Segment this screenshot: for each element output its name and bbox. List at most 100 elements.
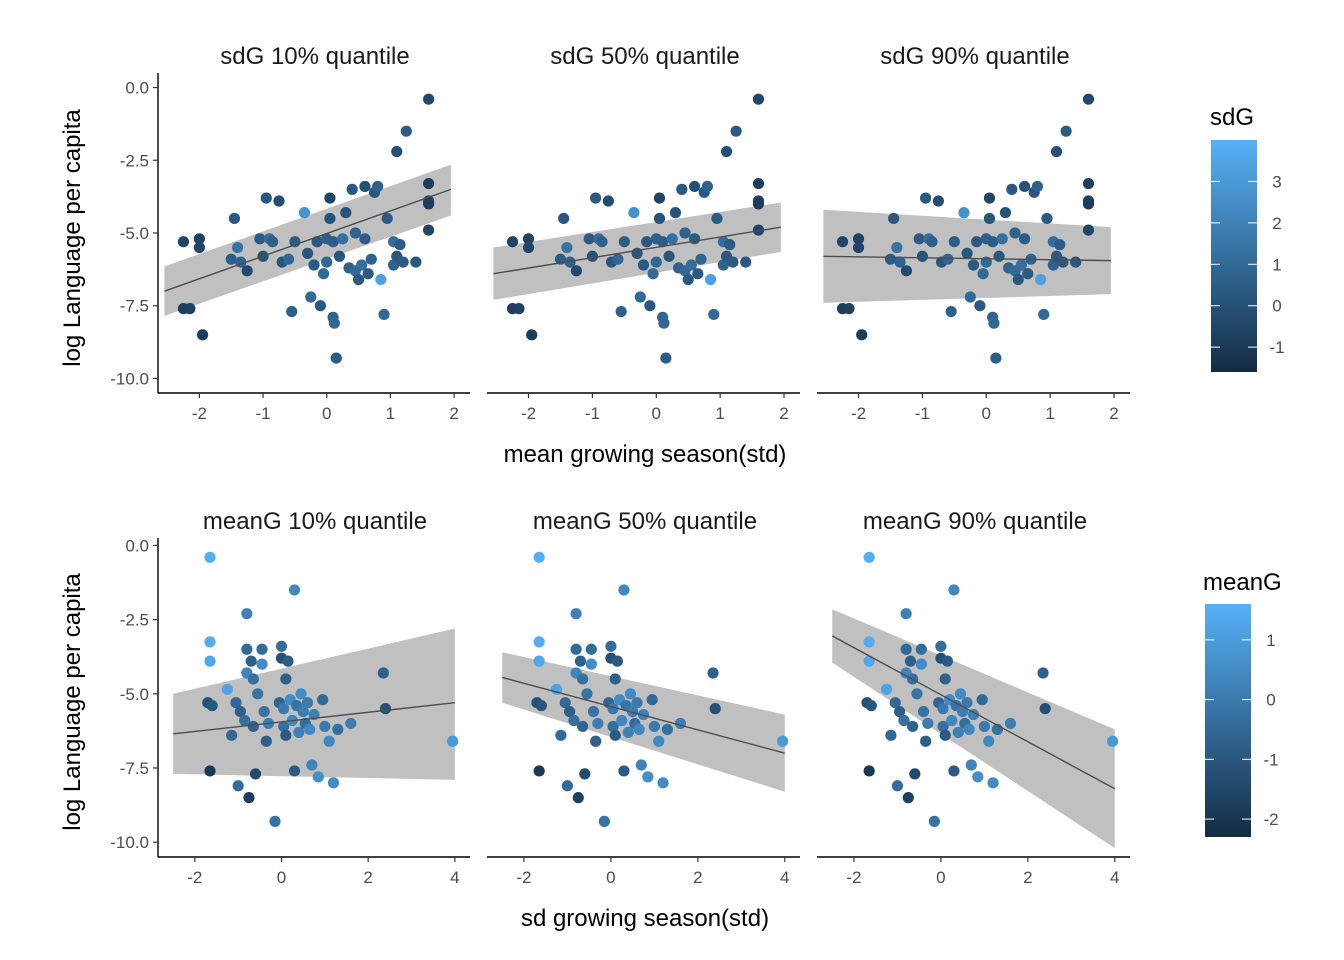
scatter-point	[239, 714, 251, 727]
scatter-point	[635, 759, 647, 771]
strip-title-r1p2: meanG 90% quantile	[863, 508, 1087, 535]
scatter-point	[359, 180, 371, 193]
scatter-point	[324, 192, 336, 204]
scatter-point	[304, 723, 316, 736]
scatter-point	[387, 259, 400, 271]
scatter-point	[1082, 224, 1095, 236]
y-tick-label: -7.5	[120, 297, 149, 316]
scatter-point	[1022, 268, 1034, 280]
scatter-point	[689, 233, 701, 245]
scatter-point	[286, 305, 298, 318]
scatter-point	[1060, 125, 1072, 137]
scatter-point	[533, 765, 545, 777]
scatter-point	[596, 236, 608, 248]
scatter-point	[650, 256, 662, 268]
trend-line	[502, 676, 785, 754]
panel-r0p2: -2 -1 0 1 2	[817, 93, 1130, 423]
scatter-point	[885, 729, 897, 741]
trend-line	[823, 255, 1111, 262]
scatter-point	[1070, 256, 1082, 268]
scatter-point	[917, 705, 930, 718]
scatter-point	[312, 771, 324, 783]
scatter-point	[993, 250, 1005, 262]
scatter-point	[642, 771, 654, 783]
scatter-point	[631, 697, 643, 709]
scatter-point	[258, 705, 270, 718]
x-axis-title-top: mean growing season(std)	[504, 441, 787, 468]
scatter-point	[282, 253, 295, 265]
scatter-point	[937, 720, 949, 733]
y-tick-label: -2.5	[120, 611, 149, 630]
scatter-point	[999, 207, 1012, 219]
strip-title-r1p1: meanG 50% quantile	[533, 508, 757, 535]
scatter-point	[555, 729, 567, 741]
scatter-point	[1031, 180, 1043, 193]
scatter-point	[559, 697, 571, 709]
x-tick-label: 0	[936, 868, 945, 887]
scatter-point	[298, 207, 311, 219]
scatter-point	[288, 765, 301, 777]
scatter-point	[915, 643, 927, 655]
scatter-point	[612, 253, 624, 265]
scatter-point	[978, 720, 990, 733]
scatter-point	[611, 655, 624, 667]
scatter-point	[297, 705, 309, 718]
scatter-point	[1004, 717, 1017, 730]
scatter-point	[976, 694, 988, 706]
x-tick-label: -2	[516, 868, 531, 887]
y-tick-label: -2.5	[120, 151, 149, 170]
scatter-point	[900, 265, 913, 277]
scatter-point	[526, 329, 538, 341]
confidence-band	[502, 652, 785, 792]
scatter-point	[278, 703, 290, 715]
scatter-point	[423, 93, 435, 105]
x-tick-label: 2	[363, 868, 372, 887]
scatter-point	[365, 253, 377, 265]
scatter-point	[884, 253, 897, 265]
scatter-point	[856, 329, 868, 341]
scatter-point	[317, 268, 330, 280]
scatter-point	[447, 735, 459, 747]
scatter-point	[381, 212, 393, 225]
scatter-point	[637, 259, 650, 271]
scatter-point	[641, 236, 653, 248]
scatter-point	[974, 300, 986, 312]
scatter-point	[983, 735, 995, 747]
strip-title-r0p0: sdG 10% quantile	[220, 43, 409, 70]
scatter-point	[570, 265, 583, 277]
scatter-point	[618, 236, 630, 248]
scatter-point	[653, 192, 666, 204]
scatter-point	[230, 697, 242, 709]
scatter-point	[587, 705, 600, 718]
scatter-point	[513, 303, 525, 315]
scatter-point	[661, 723, 674, 736]
scatter-point	[252, 688, 264, 700]
scatter-point	[260, 192, 272, 204]
y-tick-label: -5.0	[120, 685, 149, 704]
scatter-point	[893, 705, 906, 718]
scatter-point	[852, 241, 865, 254]
scatter-point	[260, 735, 272, 747]
trend-line	[164, 188, 452, 292]
x-tick-label: 0	[982, 404, 991, 423]
scatter-point	[522, 241, 535, 254]
scatter-point	[362, 268, 374, 280]
y-axis-title-bottom: log Language per capita	[59, 573, 86, 831]
scatter-point	[777, 735, 789, 747]
scatter-point	[633, 723, 645, 736]
scatter-point	[410, 256, 422, 268]
x-tick-label: 0	[606, 868, 615, 887]
scatter-point	[889, 697, 901, 709]
panel-r0p0: -2 -1 0 1 2 0.0 -2.5 -5.0 -7.5 -10.0	[110, 73, 470, 423]
colorbar-tick-label: 1	[1266, 631, 1275, 650]
colorbar-tick-label: 2	[1272, 214, 1281, 233]
scatter-point	[891, 780, 904, 792]
scatter-point	[278, 720, 290, 733]
colorbar-tick-label: -2	[1263, 810, 1278, 829]
scatter-point	[939, 673, 951, 685]
scatter-point	[333, 250, 346, 262]
colorbar-tick-label: 3	[1272, 172, 1281, 191]
scatter-point	[598, 815, 610, 827]
scatter-point	[184, 303, 196, 315]
y-tick-label: 0.0	[125, 79, 149, 98]
